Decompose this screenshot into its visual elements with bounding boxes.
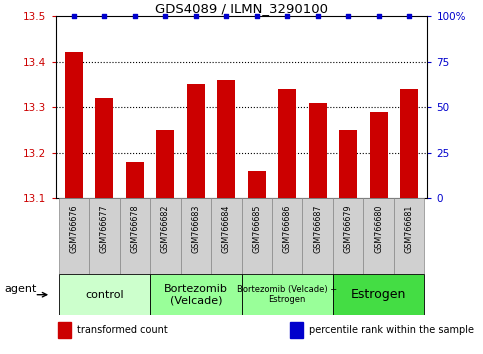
Bar bbox=[186, 84, 205, 198]
Text: GSM766679: GSM766679 bbox=[344, 204, 353, 253]
Text: GSM766682: GSM766682 bbox=[161, 204, 170, 253]
Bar bbox=[126, 162, 144, 198]
Point bbox=[222, 13, 230, 19]
Text: GSM766687: GSM766687 bbox=[313, 204, 322, 253]
Text: GSM766685: GSM766685 bbox=[252, 204, 261, 253]
Text: control: control bbox=[85, 290, 124, 300]
Bar bbox=[58, 198, 89, 274]
Text: GSM766680: GSM766680 bbox=[374, 204, 383, 253]
Text: GSM766683: GSM766683 bbox=[191, 204, 200, 253]
Point bbox=[284, 13, 291, 19]
Text: percentile rank within the sample: percentile rank within the sample bbox=[309, 325, 474, 335]
Bar bbox=[150, 198, 181, 274]
Bar bbox=[272, 198, 302, 274]
Bar bbox=[242, 274, 333, 315]
Title: GDS4089 / ILMN_3290100: GDS4089 / ILMN_3290100 bbox=[155, 2, 328, 15]
Point bbox=[405, 13, 413, 19]
Point bbox=[70, 13, 78, 19]
Point bbox=[344, 13, 352, 19]
Text: GSM766686: GSM766686 bbox=[283, 204, 292, 253]
Point bbox=[253, 13, 261, 19]
Bar bbox=[58, 274, 150, 315]
Bar bbox=[211, 198, 242, 274]
Bar bbox=[120, 198, 150, 274]
Text: Bortezomib (Velcade) +
Estrogen: Bortezomib (Velcade) + Estrogen bbox=[237, 285, 337, 304]
Point bbox=[131, 13, 139, 19]
Text: GSM766681: GSM766681 bbox=[405, 204, 413, 253]
Bar bbox=[248, 171, 266, 198]
Bar bbox=[95, 98, 114, 198]
Bar bbox=[400, 89, 418, 198]
Bar bbox=[242, 198, 272, 274]
Text: Bortezomib
(Velcade): Bortezomib (Velcade) bbox=[164, 284, 227, 306]
Bar bbox=[363, 198, 394, 274]
Text: GSM766684: GSM766684 bbox=[222, 204, 231, 253]
Point bbox=[375, 13, 383, 19]
Bar bbox=[156, 130, 174, 198]
Text: GSM766678: GSM766678 bbox=[130, 204, 139, 253]
Text: GSM766677: GSM766677 bbox=[100, 204, 109, 253]
Bar bbox=[217, 80, 235, 198]
Point bbox=[161, 13, 169, 19]
Bar bbox=[181, 198, 211, 274]
Text: transformed count: transformed count bbox=[77, 325, 168, 335]
Text: agent: agent bbox=[4, 284, 37, 293]
Bar bbox=[278, 89, 297, 198]
Bar bbox=[333, 274, 425, 315]
Bar bbox=[333, 198, 363, 274]
Bar bbox=[302, 198, 333, 274]
Text: GSM766676: GSM766676 bbox=[70, 204, 78, 253]
Bar bbox=[65, 52, 83, 198]
Bar bbox=[309, 103, 327, 198]
Bar bbox=[58, 322, 71, 338]
Point bbox=[314, 13, 322, 19]
Point bbox=[100, 13, 108, 19]
Point bbox=[192, 13, 199, 19]
Bar bbox=[369, 112, 388, 198]
Text: Estrogen: Estrogen bbox=[351, 288, 406, 301]
Bar bbox=[339, 130, 357, 198]
Bar bbox=[290, 322, 303, 338]
Bar bbox=[150, 274, 242, 315]
Bar bbox=[394, 198, 425, 274]
Bar bbox=[89, 198, 120, 274]
